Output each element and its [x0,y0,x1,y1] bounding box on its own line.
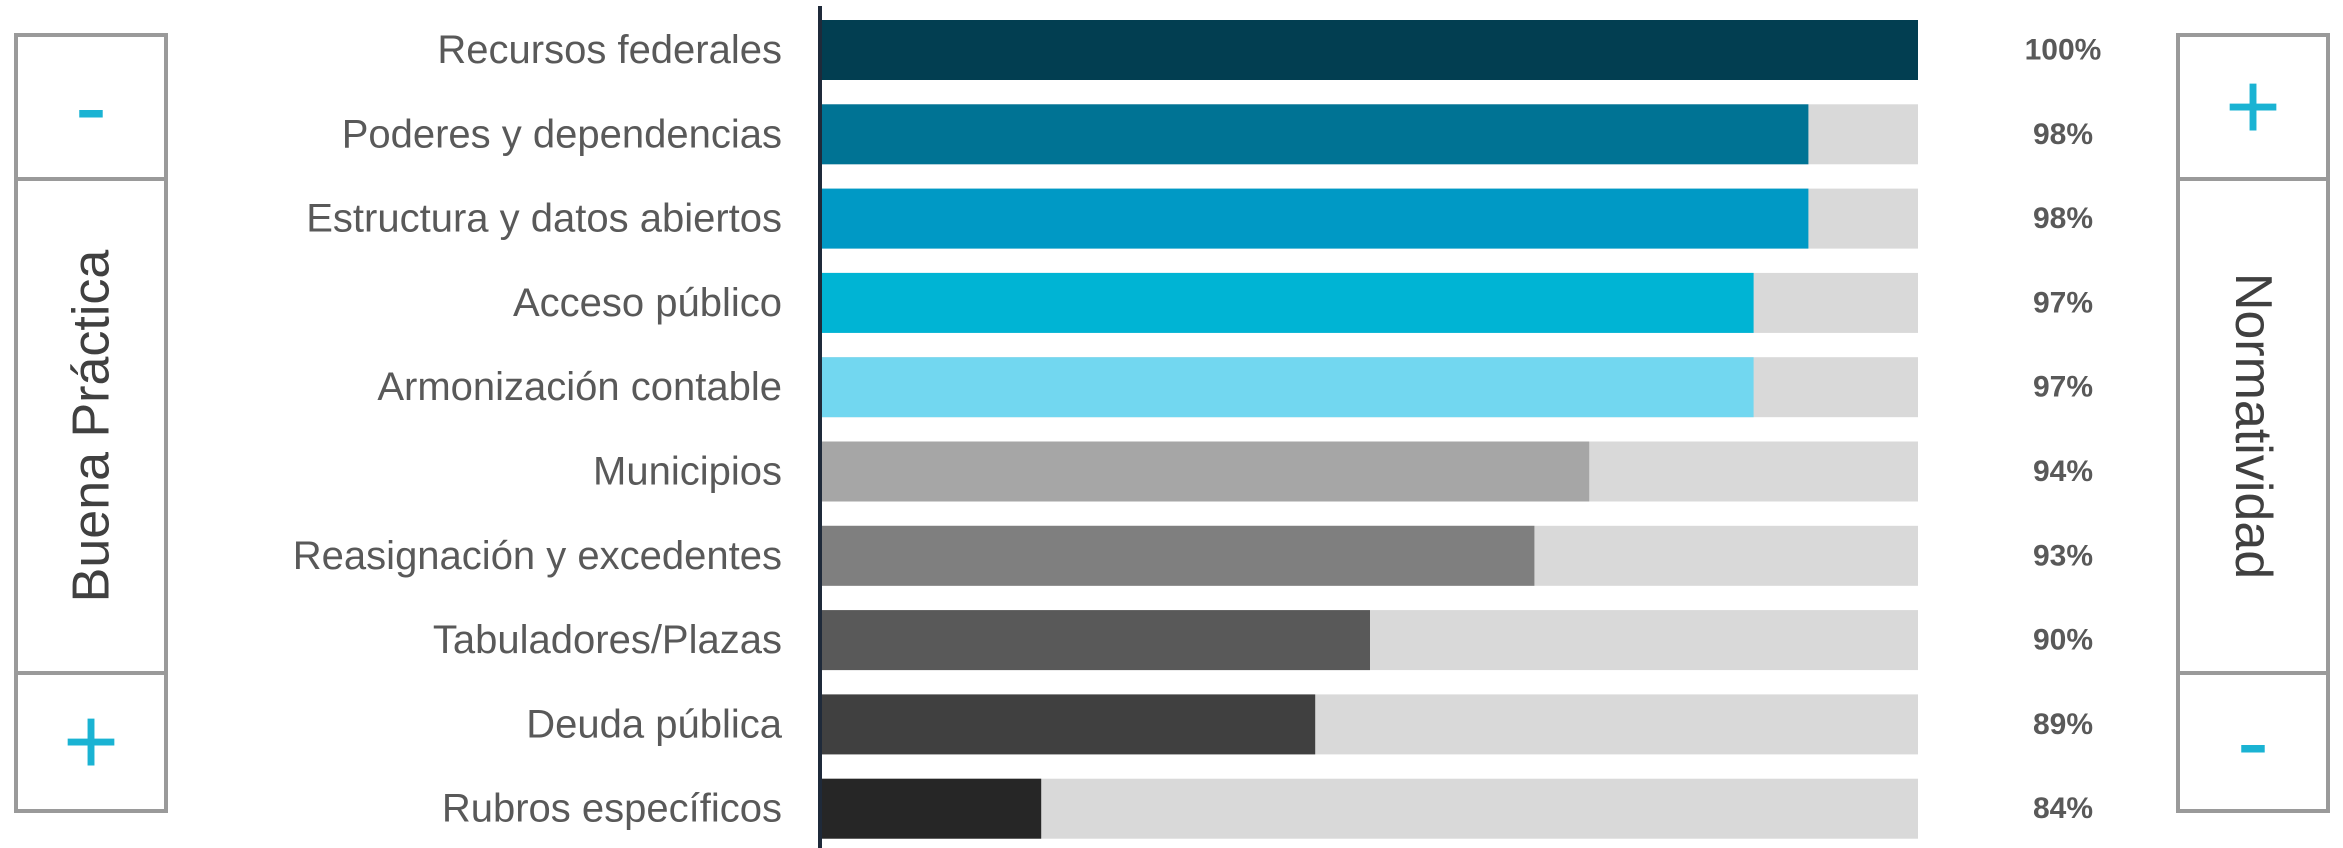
category-label: Tabuladores/Plazas [433,618,782,662]
value-label: 100% [2025,34,2102,67]
minus-sign: - [2237,688,2269,795]
bar [822,610,1370,671]
bar [822,778,1042,839]
category-label: Rubros específicos [442,787,782,831]
bar [822,441,1590,502]
value-label: 98% [2033,202,2093,235]
category-label: Armonización contable [377,365,782,409]
plus-sign: + [62,688,120,795]
bar [822,694,1316,755]
category-label: Estructura y datos abiertos [306,197,782,241]
right-top-cell: + [2180,37,2326,181]
value-label: 84% [2033,792,2093,825]
plus-sign: + [2224,53,2282,160]
bar [822,525,1535,586]
bar [822,272,1754,333]
value-label: 93% [2033,539,2093,572]
right-scale-panel: + Normatividad - [2176,33,2330,813]
left-scale-panel: - Buena Práctica + [14,33,168,813]
bar [822,188,1809,249]
category-label: Poderes y dependencias [342,112,782,156]
value-label: 97% [2033,371,2093,404]
category-label: Acceso público [513,281,782,325]
value-label: 90% [2033,624,2093,657]
bar [822,357,1754,418]
category-label: Reasignación y excedentes [293,534,782,578]
bar [822,20,1918,80]
category-label: Recursos federales [437,28,782,72]
minus-sign: - [75,53,107,160]
value-label: 97% [2033,286,2093,319]
right-bottom-cell: - [2180,671,2326,809]
left-top-cell: - [18,37,164,181]
value-label: 94% [2033,455,2093,488]
category-label: Municipios [593,450,782,494]
left-bottom-cell: + [18,671,164,809]
category-label: Deuda pública [526,702,782,746]
bar [822,104,1809,165]
value-label: 98% [2033,118,2093,151]
value-label: 89% [2033,708,2093,741]
